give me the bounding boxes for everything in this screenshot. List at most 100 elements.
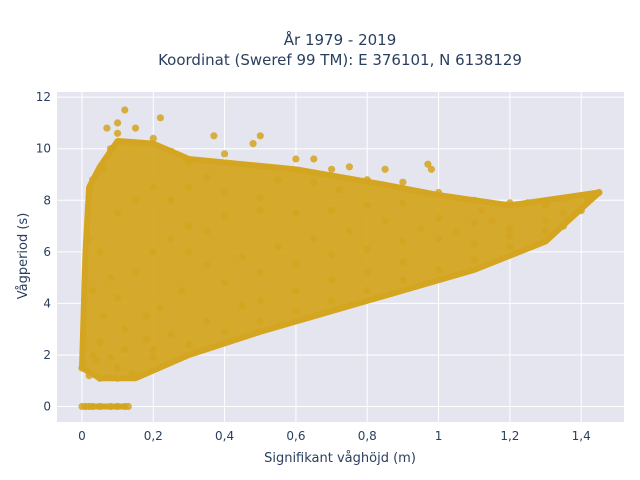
scatter-point xyxy=(78,364,86,372)
scatter-point xyxy=(185,183,193,191)
scatter-point xyxy=(435,188,443,197)
y-tick-label: 6 xyxy=(43,245,51,259)
scatter-point xyxy=(427,165,435,173)
scatter-point xyxy=(238,253,246,261)
scatter-point xyxy=(274,176,282,184)
scatter-point xyxy=(470,256,478,264)
scatter-point xyxy=(256,297,264,305)
scatter-point xyxy=(424,160,432,168)
scatter-point xyxy=(99,312,107,320)
scatter-point xyxy=(156,114,164,122)
scatter-point xyxy=(121,346,129,354)
scatter-point xyxy=(149,353,157,362)
scatter-point xyxy=(210,132,218,140)
scatter-point xyxy=(292,155,300,163)
scatter-point xyxy=(310,155,318,163)
scatter-point xyxy=(435,214,443,222)
scatter-point xyxy=(185,248,193,256)
y-axis-title: Vågperiod (s) xyxy=(16,213,31,300)
scatter-point xyxy=(89,351,97,359)
scatter-point xyxy=(85,235,93,243)
scatter-point xyxy=(124,402,132,411)
scatter-point xyxy=(435,266,443,274)
scatter-point xyxy=(106,353,115,362)
scatter-point xyxy=(541,201,550,209)
scatter-point xyxy=(149,346,157,354)
x-tick-label: 1 xyxy=(435,429,443,443)
scatter-point xyxy=(435,235,443,243)
scatter-point xyxy=(178,286,186,295)
scatter-point xyxy=(524,199,532,207)
scatter-point xyxy=(89,176,97,184)
scatter-point xyxy=(149,183,157,191)
scatter-point xyxy=(238,302,246,310)
scatter-point xyxy=(328,276,336,284)
scatter-point xyxy=(121,325,129,333)
scatter-point xyxy=(541,227,550,235)
scatter-point xyxy=(310,178,318,186)
scatter-point xyxy=(256,268,264,277)
scatter-point xyxy=(417,225,425,233)
scatter-point xyxy=(96,402,104,411)
scatter-point xyxy=(399,199,407,207)
points-layer xyxy=(78,106,603,411)
scatter-point xyxy=(363,245,371,253)
scatter-point xyxy=(114,119,122,127)
y-tick-label: 8 xyxy=(43,193,51,207)
x-tick-labels: 0 0,2 0,4 0,6 0,8 1 1,2 1,4 xyxy=(78,429,591,443)
scatter-point xyxy=(185,158,193,166)
scatter-point xyxy=(89,402,97,411)
scatter-point xyxy=(399,276,407,284)
scatter-point xyxy=(167,330,175,338)
scatter-point xyxy=(114,294,122,302)
scatter-point xyxy=(142,312,150,320)
scatter-point xyxy=(256,194,264,202)
x-tick-label: 0,4 xyxy=(215,429,234,443)
scatter-point xyxy=(381,217,389,225)
scatter-point xyxy=(131,196,140,204)
scatter-point xyxy=(203,261,211,269)
scatter-point xyxy=(345,227,353,235)
scatter-point xyxy=(292,307,300,315)
scatter-point xyxy=(584,194,592,202)
scatter-point xyxy=(292,209,300,217)
x-axis-title: Signifikant våghöjd (m) xyxy=(264,451,416,466)
scatter-point xyxy=(399,237,407,246)
scatter-point xyxy=(470,240,478,248)
scatter-point xyxy=(470,196,478,204)
scatter-point xyxy=(363,201,371,209)
scatter-point xyxy=(106,145,115,153)
scatter-point xyxy=(203,317,211,326)
scatter-point xyxy=(559,222,568,230)
scatter-point xyxy=(328,207,336,215)
scatter-point xyxy=(99,165,107,173)
scatter-point xyxy=(221,279,229,287)
scatter-point xyxy=(221,328,229,336)
scatter-point xyxy=(274,243,282,251)
scatter-point xyxy=(541,217,550,225)
x-tick-label: 0,6 xyxy=(286,429,305,443)
scatter-point xyxy=(114,374,122,382)
y-tick-label: 10 xyxy=(36,142,51,156)
scatter-point xyxy=(221,150,229,158)
scatter-point xyxy=(96,374,104,382)
y-tick-label: 12 xyxy=(36,90,51,104)
scatter-point xyxy=(488,217,496,225)
scatter-point xyxy=(92,356,100,364)
scatter-point xyxy=(128,369,136,377)
x-tick-label: 0 xyxy=(78,429,86,443)
x-tick-label: 0,2 xyxy=(144,429,163,443)
scatter-point xyxy=(328,165,336,173)
scatter-point xyxy=(114,364,122,372)
scatter-point xyxy=(114,209,122,217)
scatter-point xyxy=(256,132,264,140)
y-tick-label: 4 xyxy=(43,296,51,310)
scatter-point xyxy=(256,317,264,326)
scatter-point xyxy=(363,268,371,277)
scatter-point xyxy=(506,199,514,207)
scatter-point xyxy=(335,186,343,194)
scatter-point xyxy=(506,225,514,233)
scatter-point xyxy=(559,209,568,217)
scatter-point xyxy=(345,163,353,171)
